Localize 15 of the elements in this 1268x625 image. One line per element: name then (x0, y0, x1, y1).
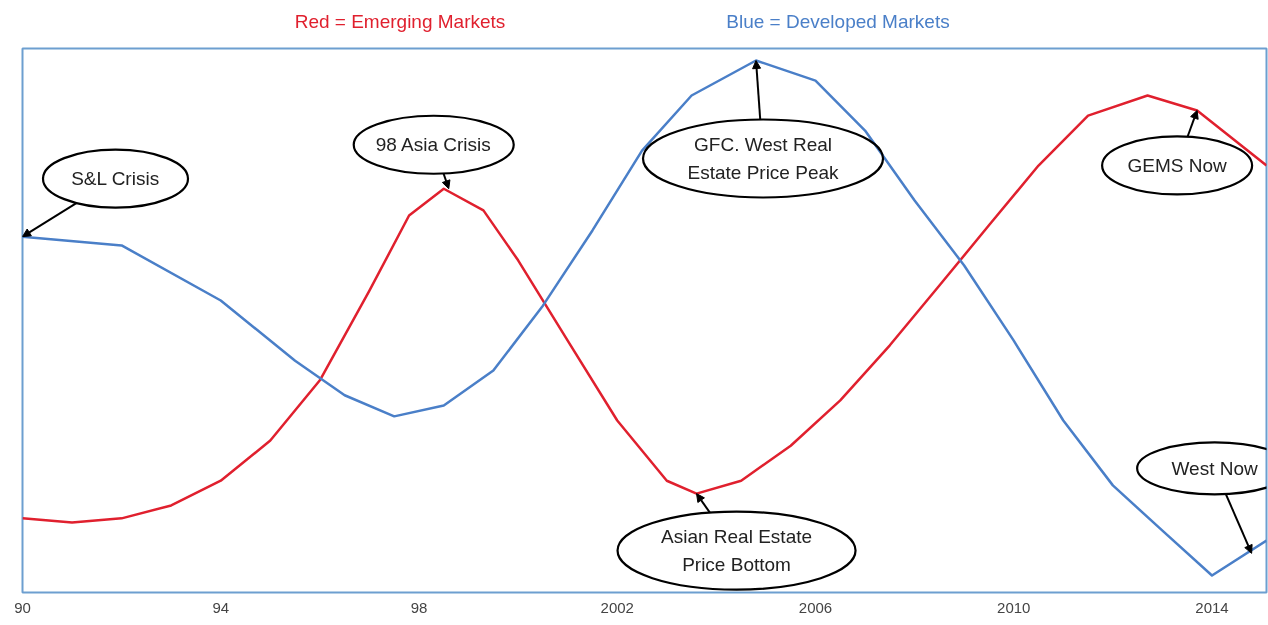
annotation: 98 Asia Crisis (375, 134, 491, 156)
annotation: GFC. West Real Estate Price Peak (687, 134, 840, 183)
x-tick-label: 98 (410, 598, 428, 616)
x-tick-label: 90 (14, 598, 31, 616)
x-tick-label: 2014 (1195, 598, 1229, 616)
text: Blue = Developed Markets (725, 10, 951, 34)
x-tick-label: 2002 (600, 598, 634, 616)
annotation: Asian Real Estate Price Bottom (661, 526, 813, 575)
text: Red = Emerging Markets (293, 10, 507, 34)
x-tick-label: 94 (212, 598, 230, 616)
annotation: West Now (1171, 457, 1259, 479)
x-tick-label: 2006 (798, 598, 833, 616)
annotation: GEMS Now (1127, 154, 1228, 176)
annotation: S&L Crisis (71, 168, 160, 190)
x-tick-label: 2010 (997, 598, 1031, 616)
